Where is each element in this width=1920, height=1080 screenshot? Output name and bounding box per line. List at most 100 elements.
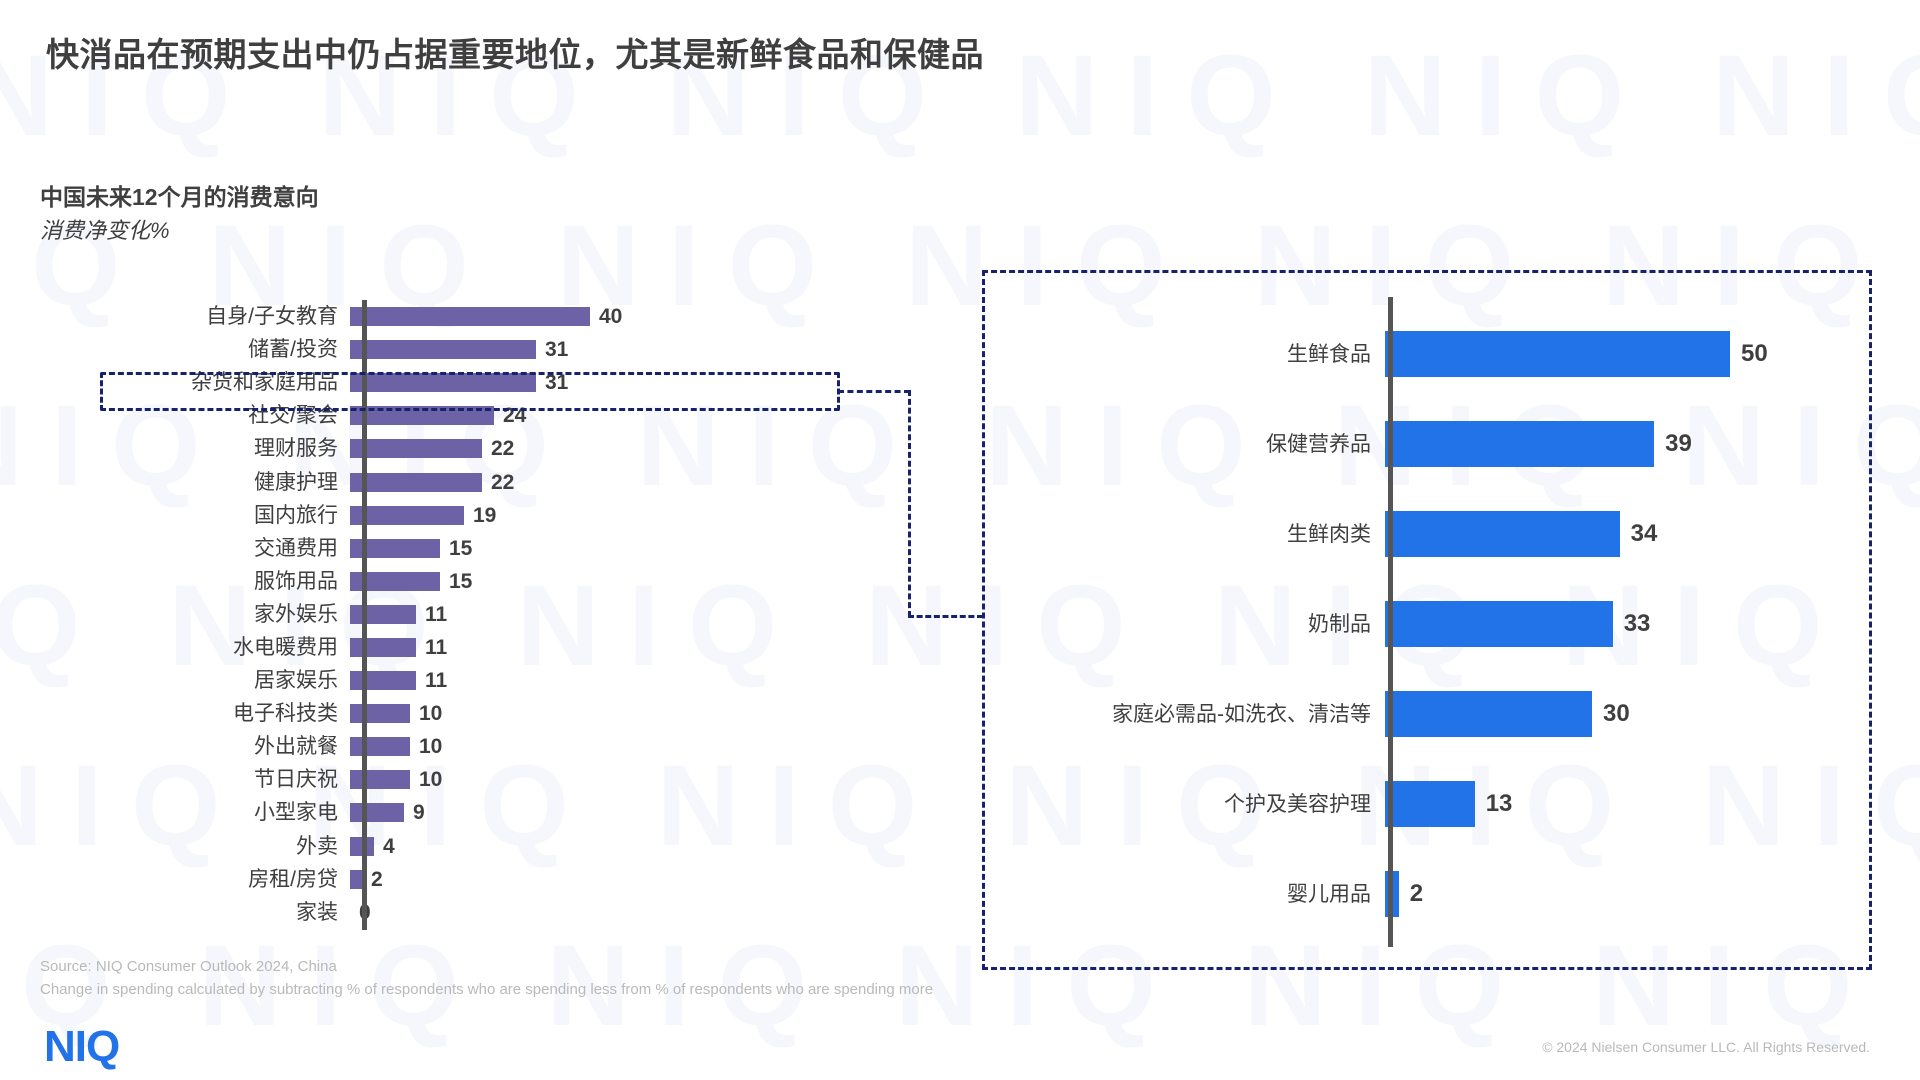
left-chart-bar-wrap: 31 <box>350 366 850 399</box>
left-chart-category-label: 服饰用品 <box>254 569 338 593</box>
niq-logo: NIQ <box>44 1022 120 1071</box>
callout-connector-horizontal-top <box>838 390 910 393</box>
left-chart-bar-wrap: 10 <box>350 730 850 763</box>
left-chart-bar <box>350 704 410 724</box>
right-chart-value-label: 50 <box>1741 340 1768 367</box>
right-chart-bar-wrap: 13 <box>1385 759 1869 849</box>
right-chart-row: 生鲜肉类 34 <box>985 489 1869 579</box>
left-chart-value-label: 19 <box>473 503 497 527</box>
left-chart-category-label: 房租/房贷 <box>248 867 338 891</box>
right-chart-category-label: 个护及美容护理 <box>1224 792 1371 816</box>
right-chart-bar-wrap: 39 <box>1385 399 1869 489</box>
left-chart-row: 外卖 4 <box>150 830 850 863</box>
left-chart-row: 电子科技类 10 <box>150 697 850 730</box>
left-chart-value-label: 11 <box>425 669 448 693</box>
right-chart-bar <box>1385 781 1475 827</box>
left-chart-bar <box>350 307 590 327</box>
left-chart-value-label: 22 <box>491 470 515 494</box>
chart-subtitle: 中国未来12个月的消费意向 <box>40 184 319 210</box>
left-chart-bar <box>350 671 416 691</box>
right-chart-bar <box>1385 331 1730 377</box>
left-chart-category-label: 健康护理 <box>254 470 338 494</box>
left-chart-bar <box>350 373 536 393</box>
left-chart-bar <box>350 571 440 591</box>
left-chart-category-label: 居家娱乐 <box>254 669 338 693</box>
right-chart-category-label: 家庭必需品-如洗衣、清洁等 <box>1112 702 1371 726</box>
left-chart-bar <box>350 737 410 757</box>
left-chart-category-label: 电子科技类 <box>233 702 338 726</box>
left-chart-bar <box>350 439 482 459</box>
callout-connector-vertical <box>908 390 911 617</box>
left-chart-row: 杂货和家庭用品 31 <box>150 366 850 399</box>
left-chart-value-label: 9 <box>413 801 425 825</box>
right-chart-bar-wrap: 34 <box>1385 489 1869 579</box>
left-chart-category-label: 节日庆祝 <box>254 768 338 792</box>
right-chart-value-label: 2 <box>1409 880 1424 907</box>
right-chart-row: 家庭必需品-如洗衣、清洁等 30 <box>985 669 1869 759</box>
right-chart-bar-wrap: 30 <box>1385 669 1869 759</box>
left-chart-value-label: 11 <box>425 602 448 626</box>
right-chart-bar <box>1385 691 1592 737</box>
left-chart-value-label: 22 <box>491 437 515 461</box>
right-chart-category-label: 保健营养品 <box>1266 432 1371 456</box>
right-chart-category-label: 生鲜食品 <box>1287 342 1371 366</box>
chart-unit-note: 消费净变化% <box>40 218 170 244</box>
left-chart-bar <box>350 604 416 624</box>
right-chart-bar-wrap: 2 <box>1385 849 1869 939</box>
left-chart-bar <box>350 869 362 889</box>
left-chart-bar-wrap: 10 <box>350 697 850 730</box>
left-chart-row: 理财服务 22 <box>150 432 850 465</box>
right-chart-value-label: 34 <box>1630 520 1658 547</box>
left-chart-bar-wrap: 0 <box>350 896 850 929</box>
left-chart-category-label: 社交/聚会 <box>248 404 338 428</box>
left-chart-bar-wrap: 4 <box>350 830 850 863</box>
right-chart-category-label: 生鲜肉类 <box>1287 522 1371 546</box>
right-chart-value-label: 33 <box>1623 610 1651 637</box>
chart-heading-block: 中国未来12个月的消费意向 消费净变化% <box>40 182 319 246</box>
left-chart-value-label: 31 <box>545 371 569 395</box>
left-chart-category-label: 国内旅行 <box>254 503 338 527</box>
left-chart-value-label: 31 <box>545 338 569 362</box>
left-chart-row: 家装 0 <box>150 896 850 929</box>
left-chart-value-label: 2 <box>371 867 383 891</box>
left-chart-bar <box>350 340 536 360</box>
left-chart-bar <box>350 770 410 790</box>
left-chart-category-label: 杂货和家庭用品 <box>191 371 338 395</box>
left-chart-row: 居家娱乐 11 <box>150 664 850 697</box>
right-chart-bar-wrap: 50 <box>1385 309 1869 399</box>
right-chart-bar-wrap: 33 <box>1385 579 1869 669</box>
left-chart-value-label: 40 <box>599 305 623 329</box>
left-chart-axis <box>362 300 367 930</box>
left-chart-value-label: 24 <box>503 404 527 428</box>
right-chart-rows: 生鲜食品 50 保健营养品 39 生鲜肉类 34 奶制品 33 家庭必需品-如洗衣、清洁等 30 个… <box>985 309 1869 939</box>
left-chart-row: 家外娱乐 11 <box>150 598 850 631</box>
left-chart-value-label: 4 <box>383 834 395 858</box>
callout-connector-horizontal-bottom <box>908 615 983 618</box>
left-chart-row: 储蓄/投资 31 <box>150 333 850 366</box>
left-chart-bar <box>350 538 440 558</box>
right-chart-category-label: 婴儿用品 <box>1287 882 1371 906</box>
right-chart-value-label: 30 <box>1603 700 1630 727</box>
source-line-1: Source: NIQ Consumer Outlook 2024, China <box>40 958 337 975</box>
right-chart-row: 奶制品 33 <box>985 579 1869 669</box>
left-chart-rows: 自身/子女教育 40 储蓄/投资 31 杂货和家庭用品 31 社交/聚会 24 理财服务 22 健康… <box>150 300 850 929</box>
left-chart-bar-wrap: 9 <box>350 796 850 829</box>
left-chart-category-label: 理财服务 <box>254 437 338 461</box>
right-chart-bar <box>1385 511 1620 557</box>
left-chart-category-label: 自身/子女教育 <box>206 305 338 329</box>
right-chart-row: 个护及美容护理 13 <box>985 759 1869 849</box>
right-chart-bar <box>1385 601 1613 647</box>
left-chart-value-label: 11 <box>425 635 448 659</box>
right-chart-value-label: 39 <box>1665 430 1692 457</box>
source-line-2: Change in spending calculated by subtrac… <box>40 981 934 999</box>
copyright-text: © 2024 Nielsen Consumer LLC. All Rights … <box>1542 1039 1870 1055</box>
right-chart-row: 生鲜食品 50 <box>985 309 1869 399</box>
left-chart-bar-wrap: 11 <box>350 631 850 664</box>
left-chart-category-label: 小型家电 <box>254 801 338 825</box>
left-chart-category-label: 家外娱乐 <box>254 602 338 626</box>
right-chart-category-label: 奶制品 <box>1308 612 1371 636</box>
left-chart-row: 外出就餐 10 <box>150 730 850 763</box>
left-chart-category-label: 家装 <box>296 900 338 924</box>
left-chart-row: 国内旅行 19 <box>150 499 850 532</box>
